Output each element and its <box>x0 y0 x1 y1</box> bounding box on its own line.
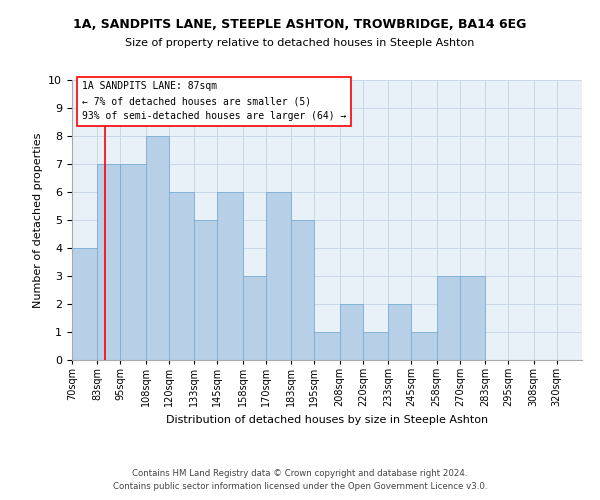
Bar <box>291 220 314 360</box>
Text: 1A SANDPITS LANE: 87sqm
← 7% of detached houses are smaller (5)
93% of semi-deta: 1A SANDPITS LANE: 87sqm ← 7% of detached… <box>82 82 347 121</box>
Text: Size of property relative to detached houses in Steeple Ashton: Size of property relative to detached ho… <box>125 38 475 48</box>
Text: Contains public sector information licensed under the Open Government Licence v3: Contains public sector information licen… <box>113 482 487 491</box>
X-axis label: Distribution of detached houses by size in Steeple Ashton: Distribution of detached houses by size … <box>166 414 488 424</box>
Bar <box>217 192 242 360</box>
Text: Contains HM Land Registry data © Crown copyright and database right 2024.: Contains HM Land Registry data © Crown c… <box>132 468 468 477</box>
Text: 1A, SANDPITS LANE, STEEPLE ASHTON, TROWBRIDGE, BA14 6EG: 1A, SANDPITS LANE, STEEPLE ASHTON, TROWB… <box>73 18 527 30</box>
Bar <box>460 276 485 360</box>
Bar <box>437 276 460 360</box>
Bar <box>363 332 388 360</box>
Bar <box>194 220 217 360</box>
Bar <box>169 192 194 360</box>
Bar <box>388 304 412 360</box>
Bar <box>242 276 266 360</box>
Bar <box>314 332 340 360</box>
Bar <box>266 192 291 360</box>
Bar <box>72 248 97 360</box>
Y-axis label: Number of detached properties: Number of detached properties <box>33 132 43 308</box>
Bar <box>412 332 437 360</box>
Bar <box>121 164 146 360</box>
Bar <box>97 164 121 360</box>
Bar <box>340 304 363 360</box>
Bar <box>146 136 169 360</box>
